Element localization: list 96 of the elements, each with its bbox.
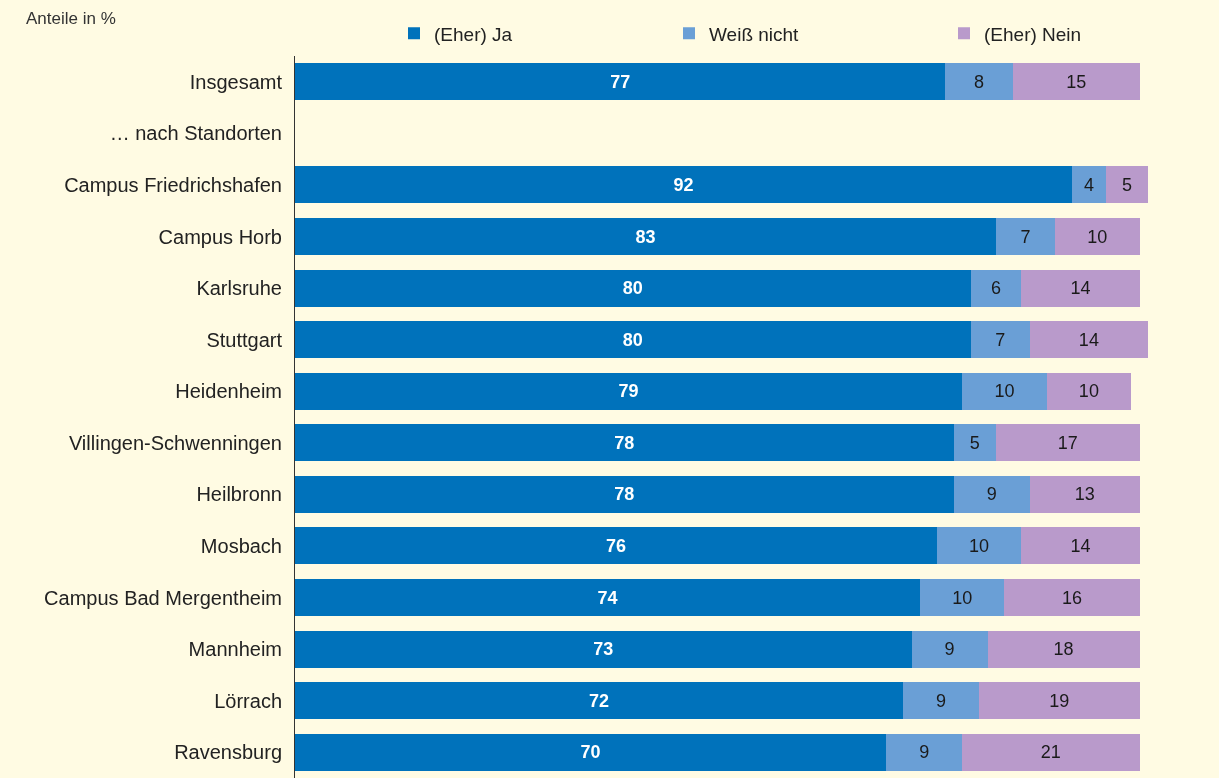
bar (295, 217, 996, 256)
bar (1021, 269, 1140, 307)
data-label: 78 (614, 432, 635, 453)
legend-label: (Eher) Ja (434, 23, 513, 45)
data-label: 21 (1040, 742, 1061, 763)
bar (295, 166, 1072, 204)
data-label: 73 (593, 639, 614, 660)
data-label: 4 (1083, 174, 1094, 195)
bar (945, 63, 1013, 101)
data-label: 19 (1049, 690, 1070, 711)
y-tick-label: Heilbronn (196, 483, 282, 506)
bar (1071, 166, 1106, 204)
bar (295, 527, 937, 565)
bar (295, 269, 971, 307)
data-label: 14 (1070, 535, 1091, 556)
bar (953, 475, 1030, 513)
bar (295, 372, 963, 410)
bar (1021, 527, 1140, 565)
data-label: 10 (952, 587, 973, 608)
data-label: 15 (1066, 71, 1087, 92)
data-label: 7 (995, 329, 1006, 350)
data-label: 10 (1078, 381, 1099, 402)
y-tick-label: Mosbach (200, 534, 282, 557)
bar (995, 424, 1140, 462)
bar (295, 733, 887, 771)
data-label: 5 (969, 432, 980, 453)
bar (987, 630, 1140, 668)
data-label: 9 (944, 639, 955, 660)
data-label: 14 (1070, 278, 1091, 299)
bar (962, 733, 1140, 771)
data-label: 13 (1074, 484, 1095, 505)
bar (295, 475, 954, 513)
data-label: 80 (622, 329, 643, 350)
bar (295, 578, 920, 617)
data-label: 9 (986, 484, 997, 505)
bar (911, 630, 988, 668)
data-label: 80 (622, 278, 643, 299)
bar (936, 527, 1022, 565)
bar (1004, 578, 1140, 617)
y-tick-label: … nach Standorten (109, 122, 282, 145)
data-label: 7 (1020, 226, 1031, 247)
data-label: 14 (1078, 329, 1099, 350)
bar (903, 682, 980, 720)
y-tick-label: Campus Horb (158, 225, 282, 248)
data-label: 5 (1121, 174, 1132, 195)
data-label: 74 (597, 587, 618, 608)
bar (919, 578, 1005, 617)
y-tick-label: Ravensburg (174, 741, 282, 764)
data-label: 17 (1057, 432, 1078, 453)
bar (1012, 63, 1140, 101)
data-label: 9 (919, 742, 930, 763)
data-label: 16 (1061, 587, 1083, 608)
text: Anteile in % (26, 9, 116, 28)
y-tick-label: Mannheim (188, 638, 282, 661)
y-tick-label: Campus Bad Mergentheim (44, 586, 282, 609)
data-label: 10 (969, 535, 990, 556)
bar (1046, 372, 1132, 410)
bar (1105, 166, 1148, 204)
bar (970, 269, 1022, 307)
bar (295, 63, 946, 101)
bar (995, 217, 1056, 256)
bar (886, 733, 963, 771)
data-label: 79 (618, 381, 639, 402)
bar (970, 321, 1030, 359)
data-label: 9 (936, 690, 947, 711)
y-tick-label: Insgesamt (189, 70, 283, 93)
data-label: 72 (589, 690, 610, 711)
data-label: 18 (1053, 639, 1074, 660)
data-label: 10 (994, 381, 1015, 402)
data-label: 6 (990, 278, 1001, 299)
data-label: 8 (974, 71, 985, 92)
bar (979, 682, 1140, 720)
data-label: 70 (580, 742, 601, 763)
data-label: 76 (605, 535, 626, 556)
bar (295, 682, 904, 720)
bar (962, 372, 1047, 410)
bar (1055, 217, 1140, 256)
data-label: 77 (610, 71, 631, 92)
data-label: 78 (614, 484, 635, 505)
y-tick-label: Stuttgart (206, 328, 283, 351)
bar (953, 424, 996, 462)
bar (295, 321, 971, 359)
y-tick-label: Villingen-Schwenningen (68, 431, 282, 454)
y-tick-label: Lörrach (214, 689, 282, 712)
y-tick-label: Karlsruhe (196, 277, 282, 300)
bar (295, 424, 954, 462)
bar (1029, 321, 1148, 359)
data-label: 83 (635, 226, 656, 247)
y-tick-label: Campus Friedrichshafen (64, 173, 282, 196)
data-label: 92 (673, 174, 694, 195)
data-label: 10 (1087, 226, 1108, 247)
bar (1029, 475, 1140, 513)
legend-label: Weiß nicht (709, 23, 800, 45)
y-tick-label: Heidenheim (175, 380, 282, 403)
legend-label: (Eher) Nein (984, 23, 1082, 45)
bar (295, 630, 912, 668)
